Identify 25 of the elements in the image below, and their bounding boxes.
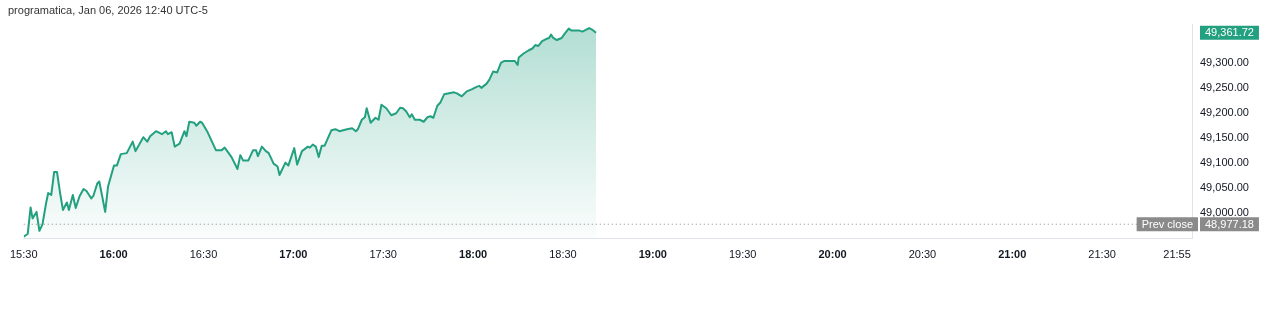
x-tick-label: 20:30 (908, 248, 937, 261)
text: 49,361.72 (1205, 26, 1254, 39)
x-tick-label: 19:30 (728, 248, 757, 261)
x-tick-label: 15:30 (10, 248, 38, 261)
x-tick-label: 16:30 (189, 248, 218, 261)
y-tick-label: 49,000.00 (1200, 205, 1249, 218)
y-tick-label: 49,150.00 (1200, 131, 1249, 144)
chart-title: programatica, Jan 06, 2026 12:40 UTC-5 (8, 4, 208, 16)
x-tick-label: 16:00 (99, 248, 128, 261)
y-tick-label: 49,250.00 (1200, 81, 1249, 94)
y-tick-label: 49,050.00 (1200, 181, 1249, 194)
x-tick-label: 19:00 (638, 248, 667, 261)
x-tick-label: 17:00 (279, 248, 308, 261)
ref-line-label: Prev close (1141, 217, 1194, 230)
x-tick-label: 21:00 (998, 248, 1027, 261)
y-tick-label: 49,200.00 (1200, 106, 1249, 119)
x-tick-label: 20:00 (818, 248, 847, 261)
x-tick-label: 18:00 (459, 248, 488, 261)
x-tick-label: 17:30 (369, 248, 397, 261)
text: 48,977.18 (1205, 217, 1254, 230)
y-tick-label: 49,300.00 (1200, 56, 1249, 69)
x-tick-label: 18:30 (549, 248, 577, 261)
x-tick-label: 21:30 (1088, 248, 1116, 261)
x-tick-label: 21:55 (1163, 248, 1191, 261)
y-tick-label: 49,100.00 (1200, 156, 1249, 169)
